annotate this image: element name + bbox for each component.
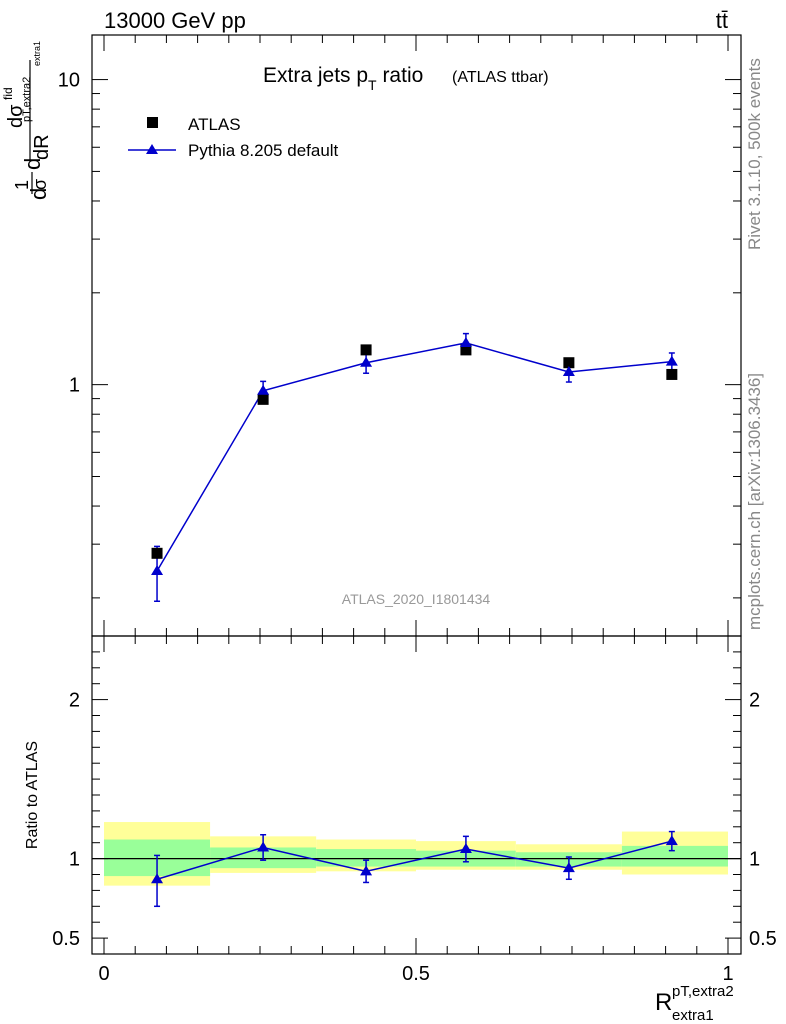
- xlabel-main: R: [655, 989, 672, 1016]
- pythia-line: [156, 342, 672, 572]
- atlas-point: [563, 357, 575, 369]
- y-tick-label: 10: [58, 70, 80, 92]
- legend-atlas-marker: [147, 117, 158, 128]
- ratio-y-tick-label-right: 0.5: [749, 928, 777, 950]
- ratio-y-tick-label-right: 2: [749, 690, 760, 712]
- atlas-point: [360, 344, 372, 356]
- x-tick-label: 0: [98, 963, 109, 985]
- ylabel-sup2: fid: [1, 87, 15, 100]
- legend-pythia-marker: [146, 144, 158, 154]
- atlas-point: [666, 368, 678, 380]
- ratio-y-tick-label: 2: [69, 690, 80, 712]
- ratio-pythia-point: [665, 835, 678, 846]
- main-axis-ticks: 1 10: [58, 35, 741, 636]
- pythia-point: [360, 356, 373, 367]
- atlas-point: [460, 344, 472, 356]
- ratio-pythia-point: [257, 841, 270, 852]
- xlabel-sub: extra1: [672, 1007, 714, 1024]
- x-tick-label: 1: [722, 963, 733, 985]
- x-tick-label: 0.5: [402, 963, 430, 985]
- xlabel: R pT,extra2 extra1: [655, 983, 734, 1024]
- ratio-pythia-point: [151, 873, 164, 884]
- header-left-label: 13000 GeV pp: [104, 8, 246, 33]
- xlabel-sup: pT,extra2: [672, 983, 734, 1000]
- ylabel-d2: dR: [31, 134, 53, 160]
- ylabel-sub-a: pT,extra2: [21, 77, 33, 122]
- ylabel-sub-b: extra1: [32, 41, 42, 66]
- atlas-point: [257, 393, 269, 405]
- ratio-y-tick-label: 1: [69, 849, 80, 871]
- ratio-pythia-point: [459, 843, 472, 854]
- ratio-pythia-point: [562, 862, 575, 873]
- pythia-point: [151, 564, 164, 575]
- atlas-point: [151, 547, 163, 559]
- mcplots-side-label: mcplots.cern.ch [arXiv:1306.3436]: [745, 373, 764, 630]
- header-right-label: tt̄: [716, 8, 728, 33]
- main-series: [151, 332, 678, 602]
- ratio-bands: [92, 822, 741, 886]
- chart-title-rest: ratio: [377, 64, 424, 87]
- legend-pythia-label: Pythia 8.205 default: [188, 141, 339, 160]
- ratio-panel: 0.5 0.5 1 1 2 2 Ratio to ATLAS: [24, 635, 777, 955]
- legend: ATLAS Pythia 8.205 default: [128, 115, 339, 160]
- ratio-series: [151, 830, 678, 908]
- y-tick-label: 1: [69, 375, 80, 397]
- main-panel: 1 10 Extra jets pT ratio (ATLAS ttbar) AT…: [1, 34, 742, 637]
- legend-atlas-label: ATLAS: [188, 115, 241, 134]
- chart-title-tag: (ATLAS ttbar): [452, 69, 549, 86]
- pythia-point: [562, 366, 575, 377]
- ratio-frame: [91, 635, 742, 955]
- analysis-id-label: ATLAS_2020_I1801434: [342, 591, 491, 607]
- chart-title-main: Extra jets p: [263, 64, 368, 87]
- ratio-band-green: [621, 845, 728, 867]
- pythia-point: [665, 355, 678, 366]
- ylabel-lead2: d: [20, 158, 45, 170]
- ratio-ylabel: Ratio to ATLAS: [24, 741, 41, 849]
- x-tick-labels: 0 0.5 1: [98, 963, 733, 985]
- ratio-pythia-point: [360, 865, 373, 876]
- chart-title-sub: T: [368, 77, 377, 93]
- ylabel-n1: 1: [12, 180, 32, 190]
- chart-title: Extra jets pT ratio: [263, 64, 423, 93]
- rivet-side-label: Rivet 3.1.10, 500k events: [745, 58, 764, 250]
- pythia-point: [459, 336, 472, 347]
- main-ylabel: d 1 σ d dσ fid dR pT,extra2 extra1: [1, 41, 53, 200]
- pythia-point: [257, 384, 270, 395]
- ratio-pythia-line: [156, 840, 673, 880]
- ratio-y-tick-label-right: 1: [749, 849, 760, 871]
- ratio-band-green: [316, 849, 416, 867]
- ratio-axis-ticks: 0.5 0.5 1 1 2 2: [52, 636, 777, 954]
- ratio-y-tick-label: 0.5: [52, 928, 80, 950]
- ylabel-n2: dσ: [5, 104, 27, 128]
- ylabel-d1: σ: [30, 179, 50, 190]
